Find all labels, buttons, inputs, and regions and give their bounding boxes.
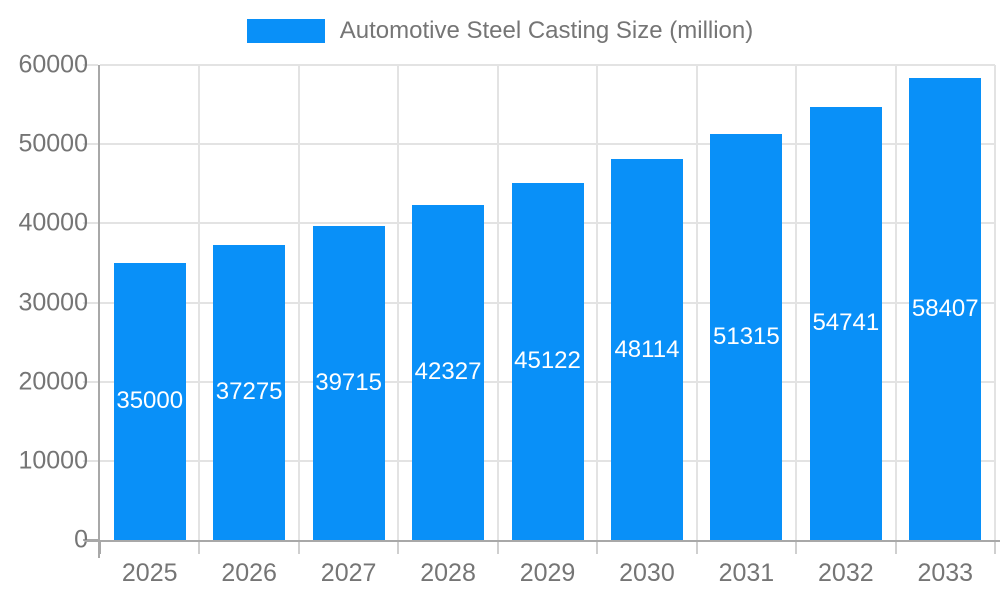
x-tick: [397, 542, 400, 554]
x-tick: [795, 542, 798, 554]
x-tick-label: 2033: [917, 559, 974, 587]
y-tick-label: 20000: [18, 367, 88, 396]
plot-area: 0 10000 20000 30000 40000 50000 60000 35000 2025…: [18, 51, 1000, 587]
bar[interactable]: 51315: [710, 133, 783, 540]
x-tick: [695, 542, 698, 554]
x-tick: [496, 542, 499, 554]
v-gridline: [795, 65, 798, 540]
v-gridline: [198, 65, 201, 540]
x-tick-label: 2029: [519, 559, 576, 587]
v-gridline: [894, 65, 897, 540]
legend-label[interactable]: Automotive Steel Casting Size (million): [339, 17, 754, 44]
y-tick: [83, 380, 98, 383]
y-axis-line: [98, 65, 100, 558]
h-gridline: [100, 64, 995, 66]
x-tick: [994, 542, 996, 554]
y-tick: [83, 143, 98, 146]
x-tick: [297, 542, 300, 554]
x-tick-label: 2030: [619, 559, 675, 587]
y-tick: [83, 64, 98, 66]
v-gridline: [695, 65, 698, 540]
legend[interactable]: Automotive Steel Casting Size (million): [0, 15, 1000, 47]
bar-value-label: 48114: [614, 335, 680, 363]
v-gridline: [994, 65, 996, 540]
bar[interactable]: 54741: [809, 106, 882, 540]
x-tick-label: 2026: [221, 559, 277, 587]
y-tick-label: 0: [74, 525, 88, 554]
x-tick-label: 2025: [121, 559, 178, 587]
bar-value-label: 45122: [514, 347, 581, 375]
bar-value-label: 51315: [713, 322, 780, 350]
bar[interactable]: 39715: [312, 225, 385, 540]
bar[interactable]: 45122: [511, 182, 584, 540]
bar[interactable]: 37275: [213, 244, 286, 540]
x-tick: [198, 542, 201, 554]
bar[interactable]: 48114: [610, 159, 683, 540]
bar-value-label: 39715: [315, 368, 382, 396]
x-tick-label: 2031: [718, 559, 775, 587]
x-tick: [894, 542, 897, 554]
y-tick-label: 30000: [18, 288, 88, 316]
v-gridline: [596, 65, 599, 540]
x-tick: [596, 542, 599, 554]
y-tick: [83, 301, 98, 304]
v-gridline: [397, 65, 400, 540]
y-tick-label: 50000: [18, 129, 88, 158]
legend-swatch[interactable]: [246, 19, 325, 43]
x-tick-label: 2028: [420, 559, 476, 587]
bar-value-label: 42327: [414, 358, 482, 386]
bar-value-label: 37275: [215, 378, 283, 406]
y-tick: [83, 222, 98, 225]
v-gridline: [496, 65, 499, 540]
v-gridline: [297, 65, 300, 540]
bar-value-label: 58407: [911, 294, 979, 322]
h-gridline: [100, 143, 995, 146]
x-axis-line: [85, 540, 1000, 542]
x-tick-label: 2027: [320, 559, 377, 587]
bar-value-label: 54741: [812, 309, 880, 337]
bar[interactable]: 42327: [412, 204, 485, 540]
x-tick: [99, 542, 101, 554]
bar-value-label: 35000: [116, 387, 184, 415]
x-tick-label: 2032: [818, 559, 874, 587]
y-tick-label: 10000: [18, 446, 88, 475]
bar[interactable]: 58407: [909, 77, 982, 540]
y-tick-label: 60000: [18, 50, 88, 79]
bar[interactable]: 35000: [113, 262, 186, 540]
y-tick-label: 40000: [18, 208, 88, 237]
y-tick: [83, 459, 98, 462]
